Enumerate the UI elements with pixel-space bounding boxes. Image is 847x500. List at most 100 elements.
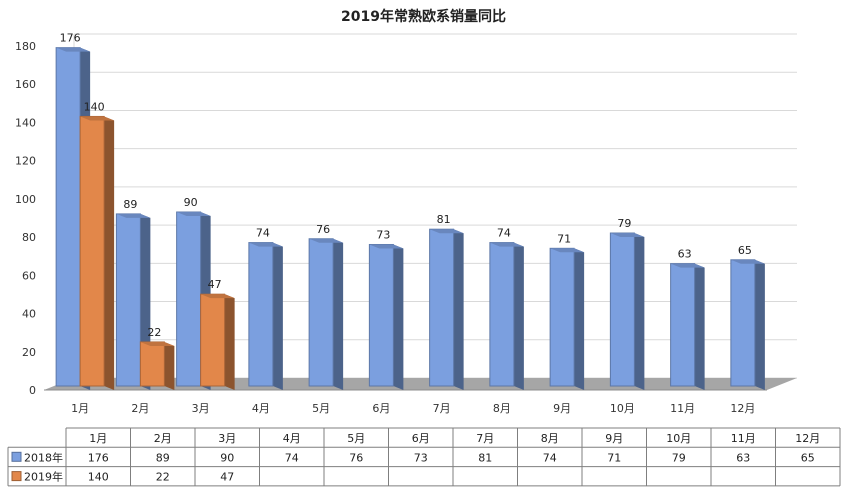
bar-top (248, 242, 283, 247)
bar-side (453, 229, 464, 390)
bar-side (104, 116, 115, 390)
table-header-cell: 10月 (666, 432, 691, 445)
table-value-cell: 22 (156, 471, 170, 484)
table-value-cell: 73 (414, 451, 428, 464)
x-tick-label: 1月 (71, 402, 89, 415)
chart-title: 2019年常熟欧系销量同比 (341, 9, 506, 25)
bar-top (200, 294, 235, 299)
bar (79, 115, 105, 387)
table-value-cell: 140 (88, 471, 109, 484)
bar (489, 242, 515, 387)
table-value-cell: 89 (156, 451, 170, 464)
x-tick-label: 4月 (252, 402, 270, 415)
bar-top (140, 341, 175, 346)
bar (139, 341, 165, 387)
data-label: 74 (256, 227, 270, 240)
bar-side (634, 233, 645, 390)
bar-top (670, 263, 705, 268)
bar (248, 242, 274, 387)
y-tick-label: 80 (22, 231, 36, 244)
table-value-cell: 47 (220, 471, 234, 484)
table-header-cell: 3月 (218, 432, 236, 445)
table-value-cell: 74 (543, 451, 557, 464)
data-label: 140 (84, 100, 105, 113)
data-label: 65 (738, 244, 752, 257)
x-tick-label: 11月 (670, 402, 695, 415)
table-value-cell: 63 (736, 451, 750, 464)
data-label: 81 (437, 213, 451, 226)
data-label: 176 (60, 32, 81, 45)
data-label: 47 (208, 278, 222, 291)
bar-top (369, 244, 404, 249)
x-tick-label: 2月 (131, 402, 149, 415)
bar-side (694, 263, 705, 390)
bar-top (176, 212, 211, 216)
table-header-cell: 8月 (541, 432, 559, 445)
bar-top (116, 213, 151, 218)
table-header-cell: 4月 (283, 432, 301, 445)
table-value-cell: 81 (478, 451, 492, 464)
y-tick-label: 180 (15, 40, 36, 53)
data-label: 71 (557, 232, 571, 245)
table-header-cell: 12月 (795, 432, 820, 445)
data-label: 90 (184, 196, 198, 209)
bar (308, 238, 334, 387)
data-label: 74 (497, 227, 511, 240)
bar (200, 293, 226, 387)
y-tick-label: 0 (29, 384, 36, 397)
data-label: 89 (123, 198, 137, 211)
bar (549, 247, 575, 387)
bar (55, 47, 81, 387)
table-header-cell: 6月 (412, 432, 430, 445)
bar (730, 259, 756, 387)
legend-label: 2019年 (24, 470, 63, 484)
y-tick-label: 100 (15, 193, 36, 206)
bar-side (333, 238, 344, 390)
data-label: 73 (376, 228, 390, 241)
data-label: 22 (147, 326, 161, 339)
legend-key (11, 451, 22, 462)
x-tick-label: 3月 (192, 402, 210, 415)
bar-side (513, 242, 524, 390)
x-tick-label: 6月 (372, 402, 390, 415)
table-header-cell: 1月 (89, 432, 107, 445)
bar (429, 228, 455, 387)
x-tick-label: 7月 (433, 402, 451, 415)
bar-side (574, 248, 585, 390)
bar (368, 243, 394, 387)
x-tick-label: 10月 (610, 402, 635, 415)
table-header-cell: 9月 (605, 432, 623, 445)
y-tick-label: 40 (22, 308, 36, 321)
table-value-cell: 65 (801, 451, 815, 464)
data-label: 76 (316, 223, 330, 236)
legend-key (11, 471, 22, 482)
x-tick-label: 9月 (553, 402, 571, 415)
table-header-cell: 7月 (476, 432, 494, 445)
bar-top (610, 233, 645, 238)
bar (115, 213, 141, 387)
data-label: 63 (678, 248, 692, 261)
bar-side (393, 244, 404, 390)
data-label: 79 (617, 217, 631, 230)
y-tick-label: 120 (15, 155, 36, 168)
bar-top (80, 116, 115, 121)
bar-top (309, 238, 344, 243)
table-value-cell: 176 (88, 451, 109, 464)
bar-side (164, 341, 175, 390)
x-tick-label: 5月 (312, 402, 330, 415)
bar-side (272, 242, 283, 390)
bar-side (754, 259, 765, 390)
legend-label: 2018年 (24, 450, 63, 464)
table-header-cell: 2月 (154, 432, 172, 445)
bar-top (429, 229, 464, 234)
bar-top (730, 259, 765, 264)
bar (609, 232, 635, 387)
bar-top (56, 47, 91, 52)
bar-top (550, 248, 585, 253)
x-tick-label: 12月 (730, 402, 755, 415)
bar-side (224, 294, 235, 390)
table-value-cell: 76 (349, 451, 363, 464)
y-tick-label: 160 (15, 78, 36, 91)
